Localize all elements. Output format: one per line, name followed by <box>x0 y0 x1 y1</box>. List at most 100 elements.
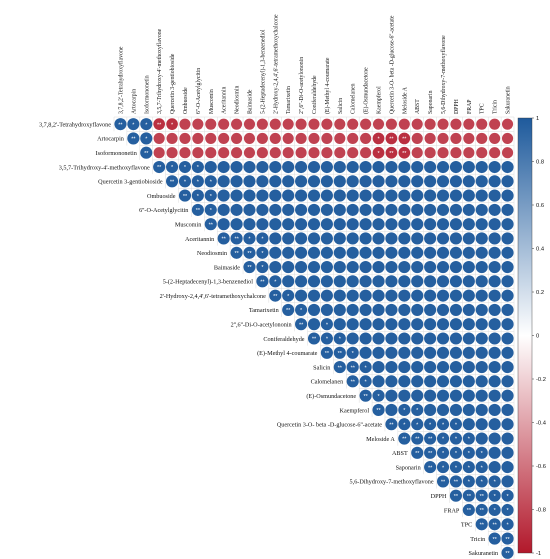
correlation-cell <box>501 418 514 431</box>
correlation-cell <box>243 147 256 159</box>
significance-mark: ** <box>157 165 162 171</box>
correlation-cell <box>449 346 462 359</box>
correlation-cell <box>372 375 385 388</box>
correlation-cell <box>334 118 346 130</box>
correlation-cell <box>449 275 462 288</box>
correlation-cell <box>462 160 475 174</box>
significance-mark: ** <box>273 294 278 300</box>
correlation-cell <box>462 503 475 517</box>
correlation-cell <box>359 389 372 402</box>
correlation-cell <box>449 446 462 459</box>
correlation-cell <box>398 289 411 302</box>
significance-mark: * <box>184 165 187 171</box>
correlation-cell <box>346 160 359 174</box>
correlation-cell <box>436 346 450 359</box>
colorbar-tick-label: -0.6 <box>536 464 546 470</box>
significance-mark: * <box>377 137 380 143</box>
significance-mark: ** <box>351 365 356 371</box>
correlation-cell <box>411 389 424 402</box>
correlation-cell <box>462 432 475 445</box>
significance-mark: * <box>468 437 471 443</box>
correlation-cell <box>372 318 385 331</box>
correlation-cell <box>282 203 295 216</box>
correlation-cell <box>385 403 398 417</box>
correlation-cell <box>372 332 385 345</box>
column-label: Kaempferol <box>376 86 383 114</box>
correlation-cell <box>321 118 333 130</box>
correlation-cell <box>398 260 411 274</box>
correlation-cell <box>501 260 514 274</box>
correlation-cell <box>346 289 359 302</box>
colorbar-tick-label: 0 <box>536 334 539 340</box>
correlation-cell <box>243 189 256 202</box>
correlation-cell <box>307 175 321 188</box>
row-label: TPC <box>461 522 472 529</box>
correlation-cell <box>488 318 501 331</box>
correlation-cell <box>269 175 282 188</box>
column-label: 5,6-Dihydroxy-7-methoxyflavone <box>440 35 447 114</box>
correlation-cell <box>411 203 424 216</box>
correlation-cell <box>398 275 411 288</box>
correlation-cell <box>372 189 385 202</box>
correlation-cell <box>282 260 295 274</box>
correlation-cell <box>398 418 411 431</box>
correlation-cell <box>269 203 282 216</box>
correlation-cell <box>501 132 514 145</box>
correlation-cell <box>501 303 514 316</box>
significance-mark: ** <box>415 451 420 457</box>
correlation-cell <box>436 332 450 345</box>
correlation-cell <box>372 146 385 159</box>
row-label: 3,7,8,2'-Tetrahydroxyflavone <box>39 121 111 128</box>
significance-mark: * <box>455 451 458 457</box>
correlation-cell <box>385 375 398 388</box>
correlation-cell <box>346 346 359 359</box>
correlation-cell <box>320 246 333 259</box>
correlation-cell <box>385 275 398 288</box>
correlation-cell <box>333 289 346 302</box>
column-label: (E)-Methyl 4-coumarate <box>324 57 331 114</box>
correlation-cell <box>398 375 411 388</box>
row-label: Tricin <box>470 536 485 543</box>
correlation-cell <box>231 132 243 145</box>
correlation-cell <box>217 232 230 245</box>
correlation-cell <box>372 132 385 145</box>
column-label: ABST <box>415 99 421 114</box>
correlation-cell <box>359 246 372 259</box>
correlation-cell <box>501 361 514 374</box>
correlation-cell <box>333 189 346 202</box>
correlation-cell <box>411 446 424 459</box>
correlation-cell <box>307 246 321 259</box>
significance-mark: * <box>442 465 445 471</box>
row-label: Neodiosmin <box>197 250 227 257</box>
correlation-cell <box>411 432 424 445</box>
correlation-cell <box>488 232 501 245</box>
column-label: 5-(2-Heptadecenyl)-1,3-benzenediol <box>259 29 266 114</box>
correlation-cell <box>346 318 359 331</box>
correlation-cell <box>488 489 501 502</box>
correlation-cell <box>385 289 398 302</box>
correlation-cell <box>269 289 282 302</box>
correlation-cell <box>321 147 333 159</box>
correlation-cell <box>282 132 294 145</box>
correlation-cell <box>269 160 282 174</box>
significance-mark: * <box>442 422 445 428</box>
correlation-cell <box>372 289 385 302</box>
significance-mark: * <box>248 237 251 243</box>
correlation-cell <box>359 232 372 245</box>
correlation-cell <box>398 218 411 231</box>
correlation-cell <box>204 175 217 188</box>
correlation-cell <box>411 175 424 188</box>
column-label: Aceritannin <box>222 87 228 114</box>
correlation-cell <box>436 189 450 202</box>
correlation-cell <box>436 461 450 474</box>
correlation-cell <box>230 218 243 231</box>
correlation-cell <box>489 147 501 159</box>
correlation-cell <box>282 232 295 245</box>
correlation-cell <box>488 275 501 288</box>
correlation-cell <box>475 475 488 488</box>
correlation-cell <box>488 361 501 374</box>
row-label: DPPH <box>431 493 447 500</box>
correlation-cell <box>475 218 488 231</box>
column-label: Meloside A <box>402 86 408 114</box>
correlation-cell <box>282 246 295 259</box>
